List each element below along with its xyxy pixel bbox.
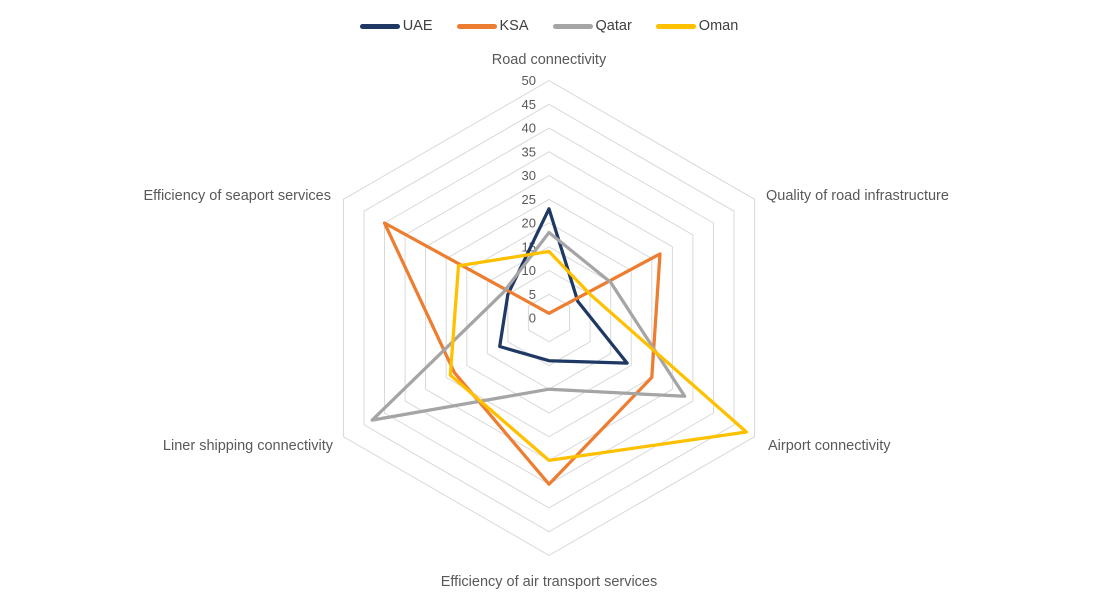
radial-tick-label: 40 — [522, 121, 536, 136]
legend-label: Qatar — [595, 18, 632, 34]
chart-legend: UAE KSA Qatar Oman — [0, 19, 1098, 34]
grid-ring — [527, 293, 571, 343]
legend-label: UAE — [402, 18, 433, 34]
axis-label-quality-of-road-infrastructure: Quality of road infrastructure — [766, 188, 949, 204]
legend-item-uae: UAE — [359, 18, 433, 34]
radial-tick-label: 20 — [522, 216, 536, 231]
axis-label-efficiency-of-air-transport-services: Efficiency of air transport services — [441, 574, 658, 590]
axis-label-liner-shipping-connectivity: Liner shipping connectivity — [163, 438, 334, 454]
oman-legend-line-icon — [655, 24, 696, 29]
series-line-ksa — [382, 221, 662, 486]
legend-label: KSA — [499, 18, 529, 34]
grid-ring — [363, 103, 735, 533]
radial-tick-label: 45 — [522, 97, 536, 112]
radial-tick-label: 30 — [522, 168, 536, 183]
radial-tick-label: 50 — [522, 73, 536, 88]
legend-item-qatar: Qatar — [552, 18, 632, 34]
radial-tick-label: 35 — [522, 144, 536, 159]
grid-ring — [404, 151, 694, 485]
radial-tick-label: 25 — [522, 192, 536, 207]
qatar-legend-line-icon — [552, 24, 593, 29]
axis-label-road-connectivity: Road connectivity — [492, 52, 607, 68]
ksa-legend-line-icon — [456, 24, 497, 29]
grid-ring — [384, 127, 714, 509]
radial-tick-label: 10 — [522, 263, 536, 278]
uae-legend-line-icon — [359, 24, 400, 29]
grid-ring — [342, 80, 756, 556]
radial-tick-label: 5 — [529, 287, 536, 302]
series-line-uae — [498, 207, 629, 365]
radial-tick-label: 0 — [529, 311, 536, 326]
series-line-qatar — [370, 230, 687, 422]
series-line-oman — [448, 249, 749, 463]
legend-item-ksa: KSA — [456, 18, 529, 34]
axis-label-efficiency-of-seaport-services: Efficiency of seaport services — [143, 188, 331, 204]
legend-label: Oman — [698, 18, 739, 34]
axis-label-airport-connectivity: Airport connectivity — [768, 438, 891, 454]
legend-item-oman: Oman — [655, 18, 739, 34]
